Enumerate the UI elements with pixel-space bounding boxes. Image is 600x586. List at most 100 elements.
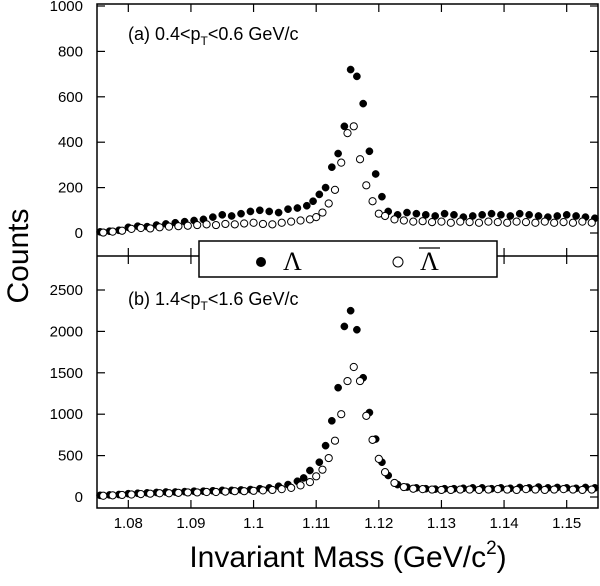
antilambda-point (324, 199, 333, 208)
lambda-point (255, 206, 264, 215)
antilambda-point (531, 218, 540, 227)
lambda-point (440, 209, 449, 218)
lambda-point (562, 210, 571, 219)
lambda-point (450, 210, 458, 219)
antilambda-point (174, 488, 183, 497)
lambda-point (293, 204, 302, 212)
antilambda-point (117, 490, 127, 500)
antilambda-point (531, 485, 540, 494)
antilambda-point (99, 491, 108, 500)
antilambda-point (456, 217, 465, 226)
antilambda-point (230, 487, 239, 496)
y-axis-title: Counts (2, 208, 35, 303)
antilambda-point (474, 485, 484, 495)
antilambda-point (240, 487, 249, 496)
x-axis-title: Invariant Mass (GeV/c2) (189, 538, 506, 574)
antilambda-point (337, 158, 346, 167)
lambda-point (515, 209, 524, 218)
lambda-point (487, 209, 496, 218)
antilambda-point (465, 218, 474, 227)
antilambda-point (164, 222, 174, 231)
antilambda-point (155, 489, 164, 498)
lambda-point (306, 466, 314, 475)
x-tick-label: 1.09 (176, 515, 205, 532)
x-tick-label: 1.1 (243, 515, 264, 532)
lambda-point (321, 441, 330, 450)
antilambda-point (108, 491, 117, 500)
antilambda-point (268, 485, 277, 495)
lambda-point (315, 190, 324, 199)
antilambda-point (127, 490, 136, 499)
antilambda-point (484, 485, 493, 494)
antilambda-point (374, 454, 383, 464)
lambda-point (218, 210, 227, 219)
antilambda-point (324, 453, 333, 463)
y-tick-label: 2000 (50, 323, 83, 340)
antilambda-point (318, 208, 327, 217)
lambda-point (321, 183, 330, 192)
lambda-point (553, 212, 562, 220)
antilambda-point (330, 185, 340, 194)
antilambda-point (540, 217, 549, 226)
antilambda-point (287, 483, 296, 492)
lambda-point (506, 212, 515, 220)
lambda-point (378, 192, 386, 201)
antilambda-point (512, 485, 521, 495)
antilambda-point (99, 228, 108, 237)
antilambda-point (568, 485, 578, 494)
lambda-point (478, 210, 486, 219)
lambda-point (327, 416, 336, 425)
antilambda-point (174, 222, 183, 231)
antilambda-point (221, 487, 230, 496)
antilambda-point (587, 485, 596, 494)
y-tick-label: 400 (58, 134, 83, 151)
antilambda-point (503, 485, 512, 494)
lambda-point (346, 65, 355, 74)
y-tick-label: 1500 (50, 365, 83, 382)
legend-lambda-label: Λ (283, 247, 302, 276)
antilambda-point (249, 218, 258, 227)
y-tick-label: 200 (58, 180, 83, 197)
antilambda-point (343, 129, 352, 138)
antilambda-point (117, 226, 127, 235)
x-tick-label: 1.08 (114, 515, 143, 532)
antilambda-point (193, 488, 202, 497)
legend-antilambda-label: Λ (420, 247, 439, 276)
antilambda-point (380, 211, 390, 221)
antilambda-point (540, 485, 549, 495)
antilambda-point (164, 489, 174, 498)
antilambda-point (136, 223, 145, 233)
panel-a-label: (a) 0.4<pT<0.6 GeV/c (128, 24, 298, 48)
antilambda-point (193, 220, 202, 230)
legend-open-marker (392, 256, 404, 268)
antilambda-point (550, 218, 559, 227)
antilambda-point (399, 216, 408, 225)
lambda-point (227, 212, 236, 220)
y-tick-label: 600 (58, 89, 83, 106)
antilambda-point (312, 213, 321, 222)
antilambda-point (427, 485, 437, 494)
antilambda-point (337, 410, 346, 419)
lambda-point (334, 149, 342, 158)
antilambda-point (418, 485, 427, 494)
antilambda-point (362, 181, 371, 190)
antilambda-point (155, 223, 164, 232)
lambda-point (572, 212, 580, 220)
antilambda-point (409, 484, 418, 493)
antilambda-point (521, 485, 531, 494)
x-tick-label: 1.11 (302, 515, 330, 532)
lambda-point (412, 209, 421, 218)
legend-box (198, 240, 498, 278)
antilambda-point (512, 217, 521, 226)
antilambda-point (418, 217, 427, 226)
antilambda-point (559, 485, 568, 494)
lambda-point (327, 163, 336, 172)
antilambda-point (343, 376, 352, 386)
lambda-point (274, 208, 283, 217)
x-tick-label: 1.14 (489, 515, 518, 532)
antilambda-point (368, 435, 377, 444)
antilambda-point (503, 218, 512, 227)
antilambda-point (330, 436, 340, 445)
antilambda-point (355, 376, 365, 386)
